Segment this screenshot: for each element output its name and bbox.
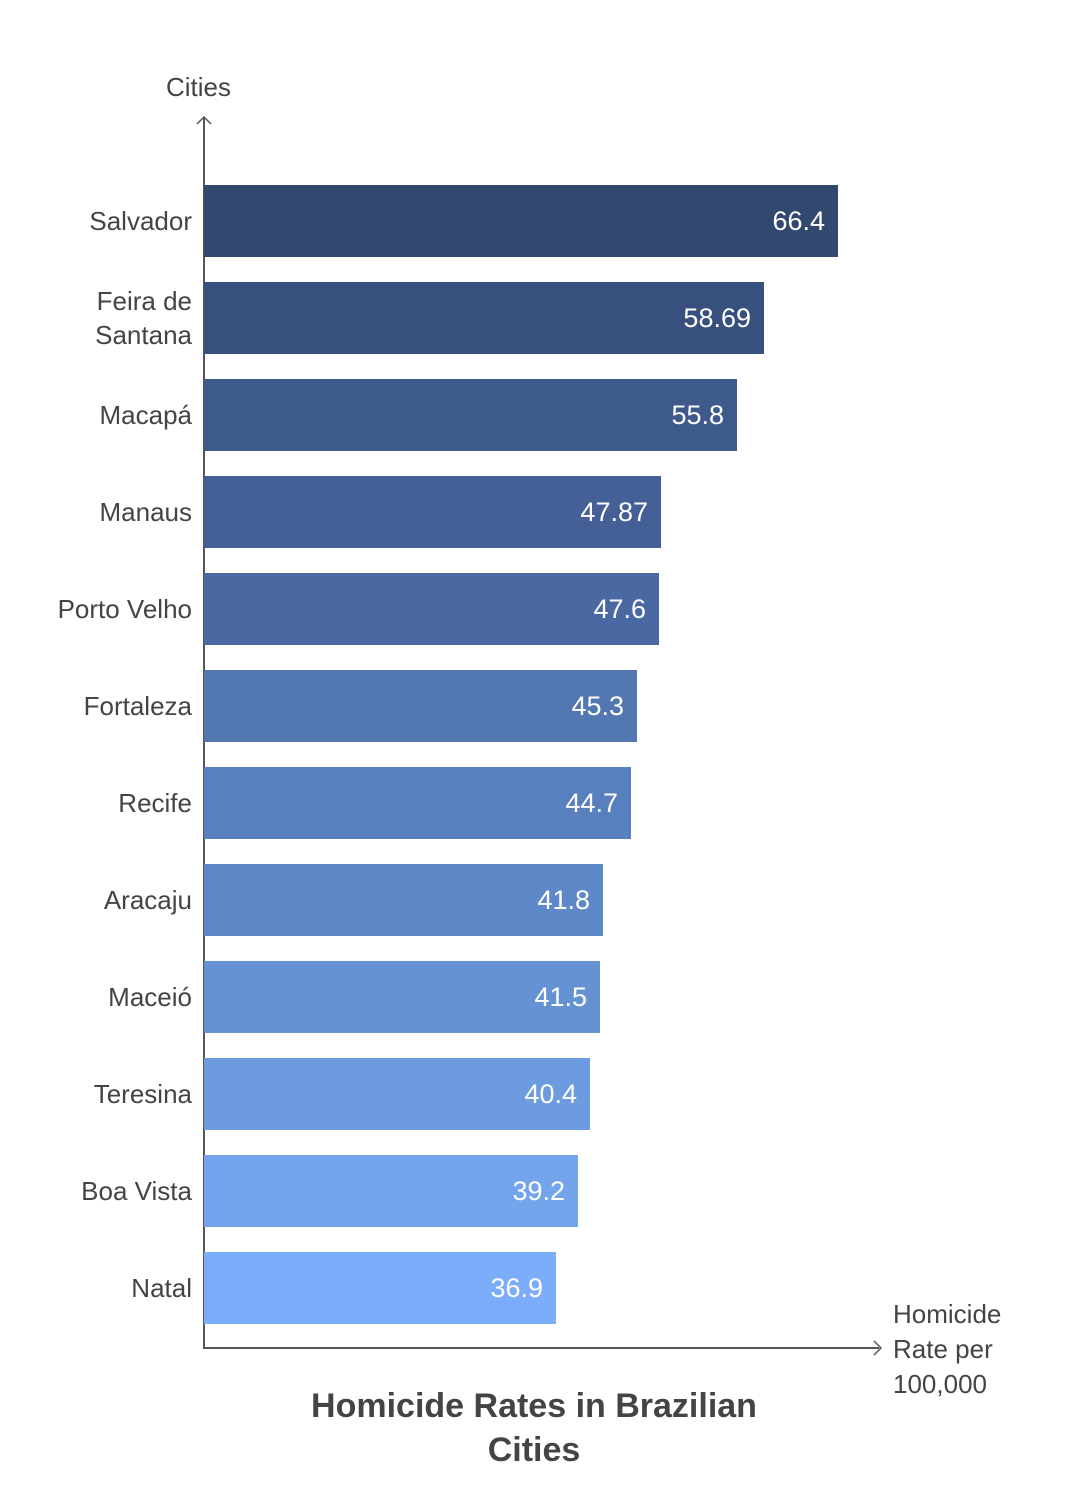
bar-value-label: 47.87 <box>580 496 648 527</box>
x-axis-label-line: Rate per <box>893 1334 993 1364</box>
chart-title-line: Homicide Rates in Brazilian <box>311 1387 757 1425</box>
bar: 39.2 <box>204 1155 578 1227</box>
bar-value-label: 36.9 <box>490 1272 543 1303</box>
category-label: Recife <box>118 788 192 818</box>
category-label: Natal <box>131 1273 192 1303</box>
category-label: Porto Velho <box>57 594 192 624</box>
bar-value-label: 40.4 <box>524 1078 577 1109</box>
chart-title: Homicide Rates in Brazilian Cities <box>0 1384 1068 1472</box>
category-label: Macapá <box>99 400 193 430</box>
bar-row: Recife 44.7 <box>0 767 1068 839</box>
bar-row: Boa Vista 39.2 <box>0 1155 1068 1227</box>
bar: 41.8 <box>204 864 603 936</box>
bar-value-label: 41.8 <box>537 884 590 915</box>
bar-row: Macapá 55.8 <box>0 379 1068 451</box>
bar: 47.6 <box>204 573 659 645</box>
category-label: Maceió <box>108 982 192 1012</box>
bar-value-label: 55.8 <box>671 399 724 430</box>
bar: 47.87 <box>204 476 661 548</box>
bar: 66.4 <box>204 185 838 257</box>
bar-row: Aracaju 41.8 <box>0 864 1068 936</box>
bar: 45.3 <box>204 670 637 742</box>
category-label: Fortaleza <box>83 691 192 721</box>
category-label: Boa Vista <box>81 1176 192 1206</box>
bar: 40.4 <box>204 1058 590 1130</box>
x-axis-line <box>203 1347 879 1349</box>
chart-title-line: Cities <box>487 1431 581 1469</box>
category-label: Salvador <box>89 206 192 236</box>
bar: 36.9 <box>204 1252 556 1324</box>
bar-row: Porto Velho 47.6 <box>0 573 1068 645</box>
bar-value-label: 44.7 <box>565 787 618 818</box>
bar-row: Natal 36.9 <box>0 1252 1068 1324</box>
bar: 55.8 <box>204 379 737 451</box>
x-axis-label: Homicide Rate per 100,000 <box>893 1297 1043 1402</box>
category-label: Manaus <box>99 497 193 527</box>
bar-value-label: 39.2 <box>512 1175 565 1206</box>
bar-row: Teresina 40.4 <box>0 1058 1068 1130</box>
y-axis-label: Cities <box>166 72 232 102</box>
bar-row: Feira de Santana 58.69 <box>0 282 1068 354</box>
bar: 41.5 <box>204 961 600 1033</box>
bar-row: Manaus 47.87 <box>0 476 1068 548</box>
bar-value-label: 58.69 <box>683 302 751 333</box>
bar-row: Fortaleza 45.3 <box>0 670 1068 742</box>
category-label: Feira de Santana <box>95 286 192 350</box>
x-axis-label-line: 100,000 <box>893 1369 987 1399</box>
bar-row: Salvador 66.4 <box>0 185 1068 257</box>
bar-value-label: 66.4 <box>772 205 825 236</box>
category-label: Teresina <box>93 1079 192 1109</box>
bar-value-label: 45.3 <box>571 690 624 721</box>
category-label: Aracaju <box>103 885 192 915</box>
y-axis-arrow-icon <box>196 116 212 125</box>
bar: 58.69 <box>204 282 764 354</box>
y-axis-line <box>203 118 205 1348</box>
x-axis-label-line: Homicide <box>893 1299 1002 1329</box>
bar: 44.7 <box>204 767 631 839</box>
x-axis-arrow-icon <box>873 1340 882 1356</box>
bar-value-label: 47.6 <box>593 593 646 624</box>
bar-value-label: 41.5 <box>534 981 587 1012</box>
bar-row: Maceió 41.5 <box>0 961 1068 1033</box>
